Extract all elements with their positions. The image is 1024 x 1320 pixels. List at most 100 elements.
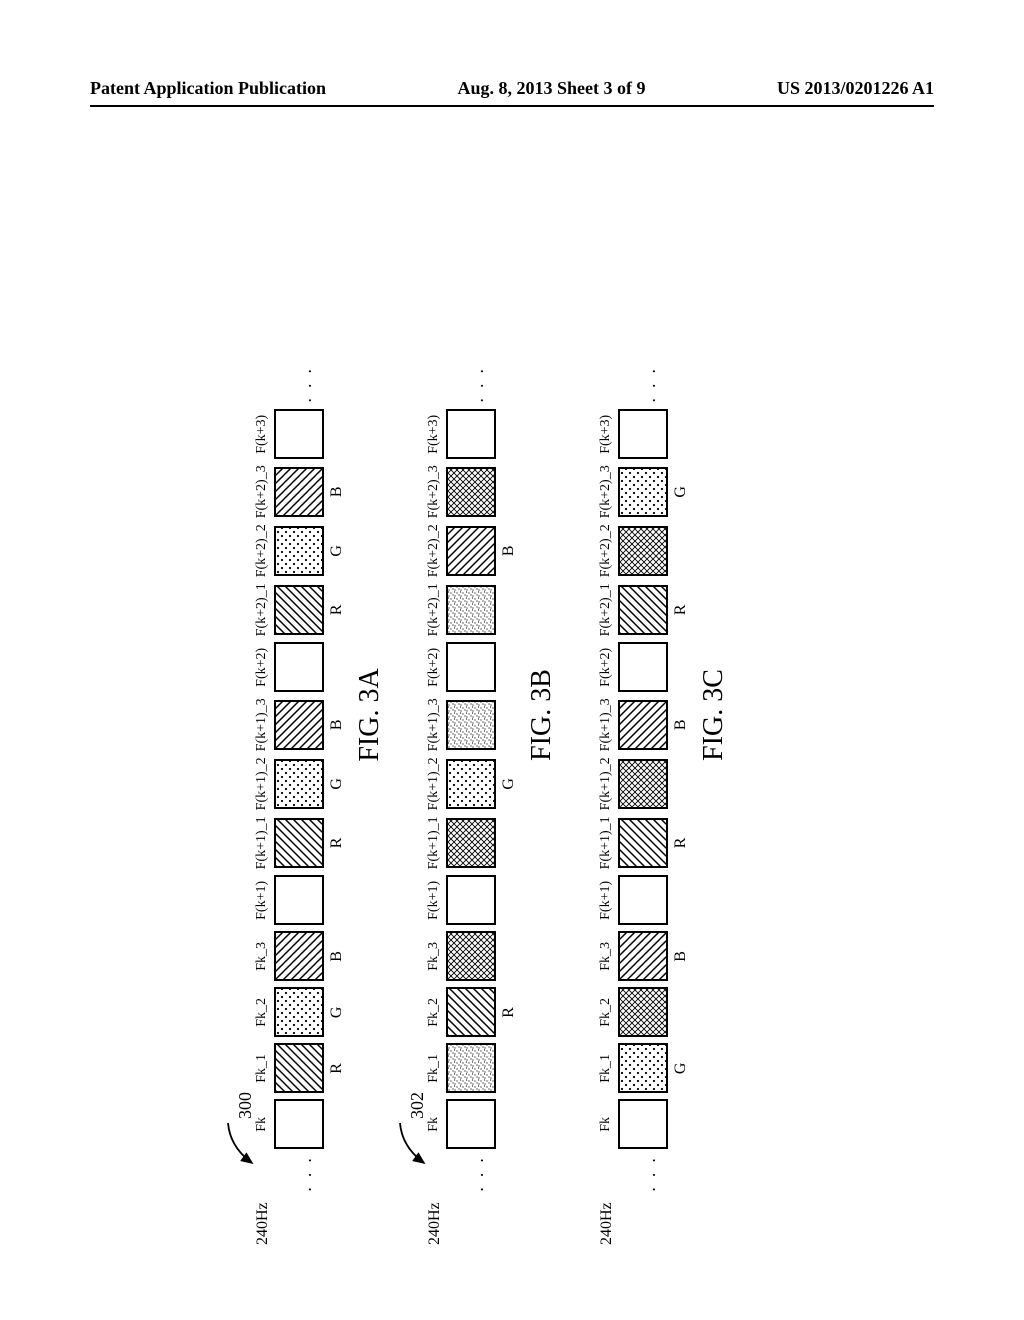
frame-cell: F(k+1)_3B [254,698,346,751]
frame-box [618,526,668,576]
frame-top-label: F(k+3) [254,415,270,454]
frame-box [446,759,496,809]
frame-box [446,875,496,925]
frame-cell: F(k+1)_3 [426,698,518,751]
frame-cell: F(k+1) [598,875,690,925]
frame-box [618,700,668,750]
frame-box [618,818,668,868]
frame-box [446,1043,496,1093]
frame-cell: Fk [426,1099,518,1149]
frame-bottom-label: G [672,1063,690,1075]
frame-box [274,700,324,750]
frame-cell: F(k+1)_2 G [254,757,346,810]
frame-box [446,1099,496,1149]
frame-top-label: F(k+3) [598,415,614,454]
frame-box [446,642,496,692]
hz-text: 240Hz [254,1202,272,1245]
frame-bottom-label: G [328,545,346,557]
frame-top-label: Fk_2 [598,998,614,1027]
frame-cell: Fk_1 [426,1043,518,1093]
ellipsis-icon: · · · [452,366,493,403]
frame-top-label: F(k+1)_2 [598,757,614,810]
frame-top-label: F(k+1) [426,881,442,920]
frame-top-label: F(k+1)_2 [254,757,270,810]
frame-top-label: F(k+1) [598,881,614,920]
frame-box [274,931,324,981]
figure-caption: FIG. 3C [698,185,730,1245]
frame-bottom-label: G [328,1007,346,1019]
frame-box [618,642,668,692]
frame-bottom-label: B [500,545,518,556]
frame-cell: Fk [598,1099,690,1149]
frame-cell: Fk_2R [426,987,518,1037]
frame-box [618,1043,668,1093]
frame-top-label: Fk_3 [598,942,614,971]
frame-box [618,987,668,1037]
ellipsis-icon: · · · [624,1155,665,1192]
frame-strip: 240Hz· · ·FkFk_1Fk_2RFk_3F(k+1)F(k+1)_1F… [426,185,518,1245]
frame-bottom-label: B [328,486,346,497]
hz-text: 240Hz [598,1202,616,1245]
frame-top-label: F(k+1)_1 [254,816,270,869]
frame-top-label: F(k+2)_3 [598,465,614,518]
frame-top-label: F(k+2)_3 [254,465,270,518]
frame-cell: F(k+1) [426,875,518,925]
frame-top-label: F(k+2)_2 [426,524,442,577]
frame-top-label: Fk [426,1117,442,1132]
frequency-label: 240Hz [254,1202,272,1245]
frame-bottom-label: R [672,604,690,615]
frame-bottom-label: R [328,1063,346,1074]
figure-caption: FIG. 3A [354,185,386,1245]
frame-top-label: F(k+1)_3 [254,698,270,751]
header-right: US 2013/0201226 A1 [777,78,934,99]
frame-box [274,642,324,692]
frame-cell: F(k+1)_1R [254,816,346,869]
frame-cell: Fk_3B [254,931,346,981]
reference-callout: 300 [226,1092,256,1167]
frame-bottom-label: R [328,604,346,615]
frame-box [618,467,668,517]
frame-box [446,987,496,1037]
frame-box [274,526,324,576]
frame-cell: F(k+2)_2G [254,524,346,577]
frame-box [618,585,668,635]
frame-box [618,409,668,459]
frame-cell: F(k+3) [598,409,690,459]
page: Patent Application Publication Aug. 8, 2… [0,0,1024,1320]
frame-box [274,987,324,1037]
reference-number: 302 [407,1092,428,1119]
frame-cell: F(k+2)_3 [426,465,518,518]
frame-top-label: Fk_1 [254,1054,270,1083]
frame-top-label: F(k+2) [598,648,614,687]
frame-box [618,875,668,925]
frame-box [618,931,668,981]
frame-bottom-label: G [328,778,346,790]
frame-box [274,409,324,459]
ellipsis-icon: · · · [280,1155,321,1192]
frame-cell: Fk_1 R [254,1043,346,1093]
frame-bottom-label: B [672,951,690,962]
frame-box [274,585,324,635]
frame-cell: Fk_3 [426,931,518,981]
frame-top-label: F(k+1)_2 [426,757,442,810]
frame-top-label: Fk_2 [254,998,270,1027]
frame-cell: F(k+1)_3B [598,698,690,751]
frame-cell: F(k+2)_1 [426,583,518,636]
frame-top-label: Fk_3 [426,942,442,971]
frame-cell: F(k+2)_3G [598,465,690,518]
frame-box [446,931,496,981]
frame-bottom-label: R [672,838,690,849]
frame-bottom-label: B [672,719,690,730]
frame-cell: F(k+1)_1R [598,816,690,869]
frame-box [274,875,324,925]
header-rule [90,105,934,107]
frame-top-label: Fk_1 [598,1054,614,1083]
figure-3A: 240Hz· · ·FkFk_1RFk_2GFk_3BF(k+1)F(k+1)_… [254,185,386,1245]
reference-number: 300 [235,1092,256,1119]
frame-strip: 240Hz· · ·FkFk_1RFk_2GFk_3BF(k+1)F(k+1)_… [254,185,346,1245]
figure-3C: 240Hz · · · Fk Fk_1 G Fk_2 Fk_3 B F(k+1) F(k+1)_1… [598,185,730,1245]
frame-top-label: F(k+2)_2 [598,524,614,577]
frame-cell: F(k+3) [254,409,346,459]
reference-callout: 302 [398,1092,428,1167]
frame-top-label: F(k+2)_3 [426,465,442,518]
